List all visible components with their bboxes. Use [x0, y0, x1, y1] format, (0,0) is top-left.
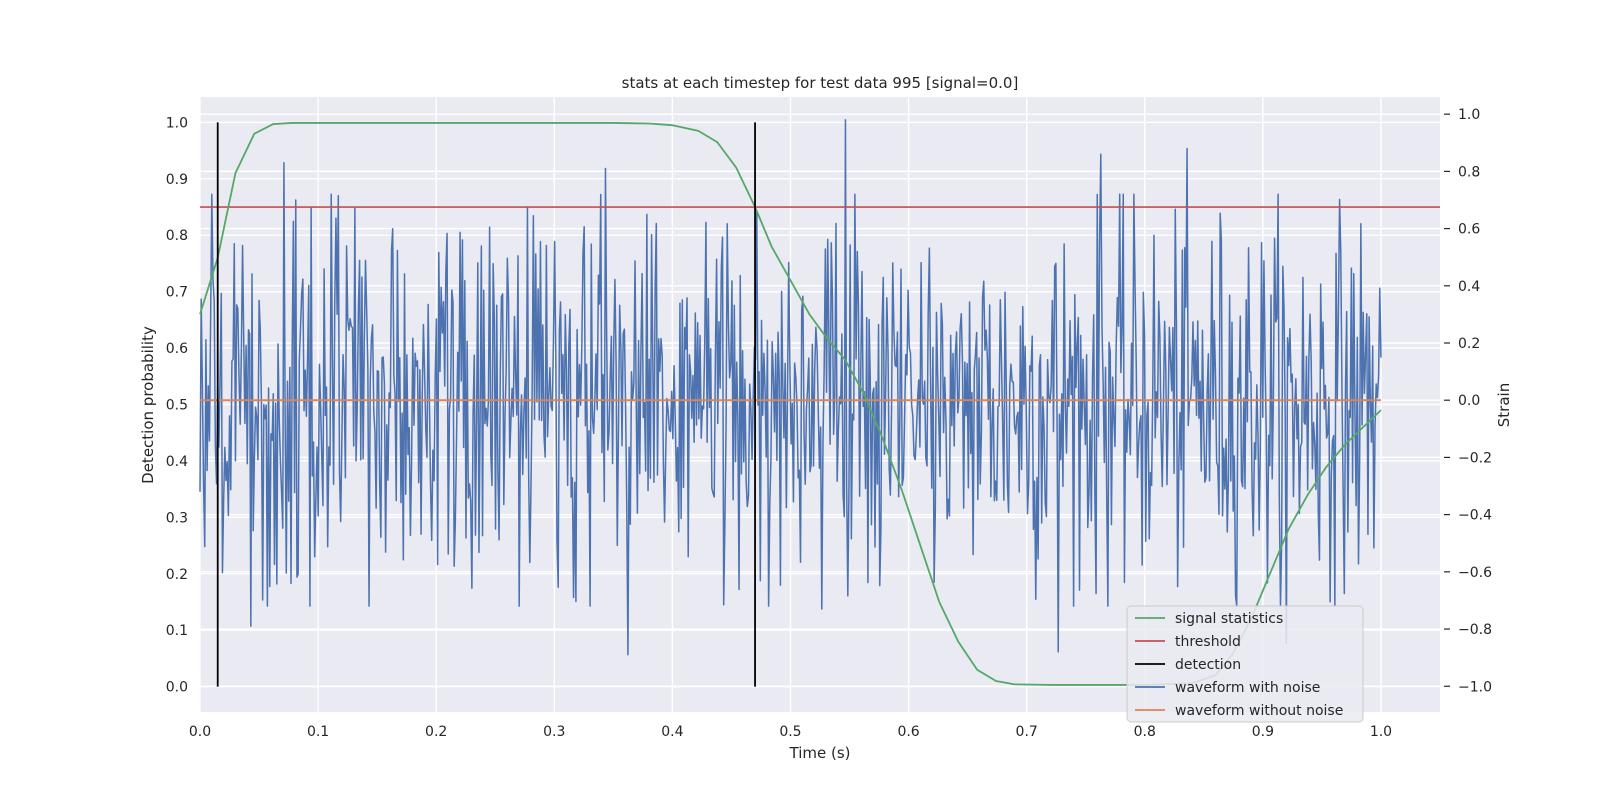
x-tick-label: 0.0	[189, 724, 211, 740]
chart-title: stats at each timestep for test data 995…	[622, 74, 1019, 92]
y-tick-label: 0.1	[166, 623, 188, 639]
series-waveform-with-noise	[199, 119, 1382, 656]
legend-label: threshold	[1175, 634, 1241, 650]
axis-left: 0.0 0.1 0.2 0.3 0.4 0.5 0.6 0.7 0.8 0.9 1.0	[166, 115, 188, 695]
y-tick-label: 0.5	[166, 398, 188, 414]
y-tick-label: 0.6	[166, 341, 188, 357]
legend: signal statistics threshold detection wavef…	[1126, 605, 1364, 723]
x-tick-label: 0.1	[307, 724, 329, 740]
y-right-tick-label: 1.0	[1458, 107, 1480, 123]
y-right-tick-label: 0.8	[1458, 164, 1480, 180]
x-tick-label: 0.8	[1134, 724, 1156, 740]
x-tick-label: 0.7	[1016, 724, 1038, 740]
x-tick-label: 0.4	[661, 724, 683, 740]
y-tick-label: 0.8	[166, 228, 188, 244]
legend-label: waveform with noise	[1175, 680, 1320, 696]
y-right-tick-label: 0.4	[1458, 279, 1480, 295]
y-right-tick-label: 0.0	[1458, 393, 1480, 409]
legend-box	[1126, 605, 1364, 723]
x-tick-label: 0.9	[1252, 724, 1274, 740]
y-tick-label: 0.9	[166, 172, 188, 188]
y-tick-label: 0.3	[166, 510, 188, 526]
y-right-axis-label: Strain	[1495, 383, 1513, 427]
x-tick-label: 0.3	[543, 724, 565, 740]
x-tick-label: 0.6	[897, 724, 919, 740]
axis-right: −1.0 −0.8 −0.6 −0.4 −0.2 0.0 0.2 0.4 0.6 0.8 1.0	[1444, 107, 1492, 695]
x-tick-label: 0.2	[425, 724, 447, 740]
y-right-tick-label: −0.2	[1458, 450, 1492, 466]
y-tick-label: 0.0	[166, 680, 188, 696]
legend-label: detection	[1175, 657, 1241, 673]
y-axis-label: Detection probability	[139, 326, 157, 484]
y-tick-label: 0.4	[166, 454, 188, 470]
y-tick-label: 0.7	[166, 285, 188, 301]
x-axis-label: Time (s)	[789, 744, 851, 762]
axis-bottom: 0.0 0.1 0.2 0.3 0.4 0.5 0.6 0.7 0.8 0.9 1.0	[189, 724, 1392, 740]
y-right-tick-label: −0.4	[1458, 508, 1492, 524]
y-tick-label: 1.0	[166, 115, 188, 131]
y-right-tick-label: 0.2	[1458, 336, 1480, 352]
y-right-tick-label: 0.6	[1458, 222, 1480, 238]
x-tick-label: 1.0	[1370, 724, 1392, 740]
y-right-tick-label: −1.0	[1458, 679, 1492, 695]
legend-label: waveform without noise	[1175, 703, 1343, 719]
legend-label: signal statistics	[1175, 611, 1283, 627]
y-right-tick-label: −0.6	[1458, 565, 1492, 581]
y-tick-label: 0.2	[166, 567, 188, 583]
y-right-tick-label: −0.8	[1458, 622, 1492, 638]
x-tick-label: 0.5	[779, 724, 801, 740]
